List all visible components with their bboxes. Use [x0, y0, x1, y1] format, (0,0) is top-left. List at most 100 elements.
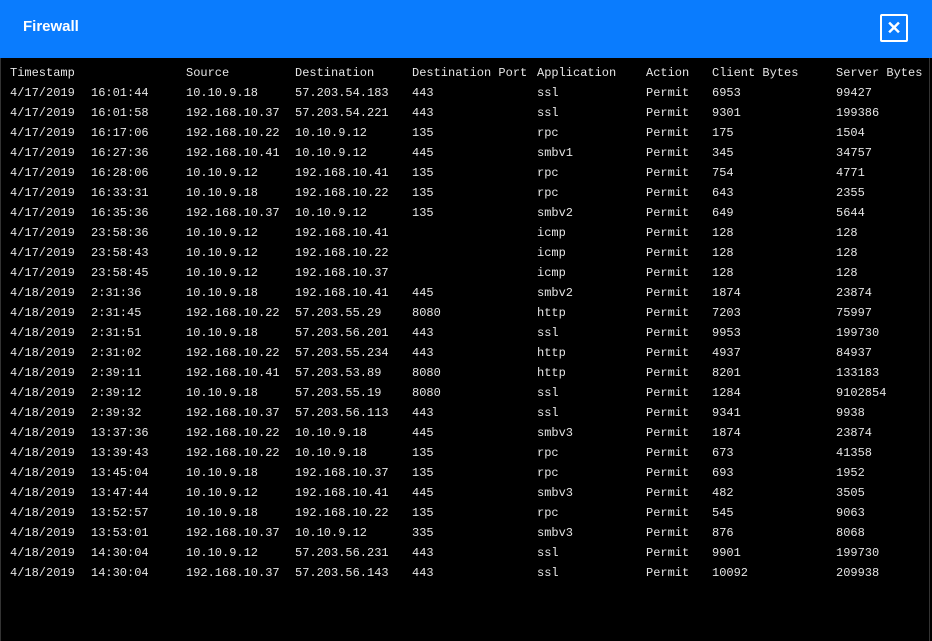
- cell-destination-port: 8080: [412, 386, 441, 400]
- cell-client-bytes: 9341: [712, 406, 741, 420]
- cell-application: smbv2: [537, 286, 574, 300]
- cell-client-bytes: 1874: [712, 286, 741, 300]
- header-application: Application: [537, 66, 617, 80]
- cell-server-bytes: 23874: [836, 426, 873, 440]
- cell-destination-port: 445: [412, 486, 434, 500]
- cell-client-bytes: 649: [712, 206, 734, 220]
- cell-timestamp-time: 2:31:45: [91, 306, 142, 320]
- cell-source: 192.168.10.41: [186, 366, 280, 380]
- cell-client-bytes: 7203: [712, 306, 741, 320]
- cell-source: 192.168.10.37: [186, 566, 280, 580]
- cell-destination-port: 135: [412, 186, 434, 200]
- cell-destination: 192.168.10.37: [295, 466, 389, 480]
- header-destination-port: Destination Port: [412, 66, 528, 80]
- cell-destination-port: 443: [412, 326, 434, 340]
- cell-timestamp-time: 16:17:06: [91, 126, 149, 140]
- cell-server-bytes: 9102854: [836, 386, 887, 400]
- cell-destination: 192.168.10.22: [295, 186, 389, 200]
- cell-server-bytes: 34757: [836, 146, 873, 160]
- table-row: 4/18/2019 13:47:44 10.10.9.12 192.168.10.41…: [1, 483, 932, 503]
- cell-destination: 192.168.10.22: [295, 506, 389, 520]
- cell-timestamp-date: 4/18/2019: [10, 426, 75, 440]
- cell-timestamp-time: 14:30:04: [91, 566, 149, 580]
- table-row: 4/18/2019 14:30:04 10.10.9.12 57.203.56.231…: [1, 543, 932, 563]
- cell-timestamp-date: 4/17/2019: [10, 266, 75, 280]
- cell-timestamp-date: 4/18/2019: [10, 446, 75, 460]
- cell-application: smbv3: [537, 486, 574, 500]
- cell-application: smbv3: [537, 526, 574, 540]
- cell-destination: 192.168.10.41: [295, 486, 389, 500]
- table-header: Timestamp Source Destination Destination Po…: [1, 63, 932, 83]
- cell-client-bytes: 6953: [712, 86, 741, 100]
- cell-timestamp-date: 4/17/2019: [10, 226, 75, 240]
- cell-timestamp-time: 2:31:36: [91, 286, 142, 300]
- table-row: 4/17/2019 23:58:43 10.10.9.12 192.168.10.22…: [1, 243, 932, 263]
- table-row: 4/17/2019 16:17:06 192.168.10.22 10.10.9.12…: [1, 123, 932, 143]
- cell-destination: 10.10.9.18: [295, 426, 368, 440]
- cell-destination: 10.10.9.12: [295, 146, 368, 160]
- cell-destination: 57.203.55.19: [295, 386, 382, 400]
- cell-client-bytes: 9301: [712, 106, 741, 120]
- cell-application: rpc: [537, 506, 559, 520]
- cell-server-bytes: 1952: [836, 466, 865, 480]
- header-client-bytes: Client Bytes: [712, 66, 799, 80]
- cell-destination: 57.203.56.201: [295, 326, 389, 340]
- cell-destination-port: 443: [412, 406, 434, 420]
- cell-application: smbv3: [537, 426, 574, 440]
- cell-source: 10.10.9.18: [186, 186, 259, 200]
- cell-action: Permit: [646, 266, 690, 280]
- close-button[interactable]: ✕: [880, 14, 908, 42]
- cell-timestamp-date: 4/17/2019: [10, 246, 75, 260]
- cell-action: Permit: [646, 346, 690, 360]
- cell-client-bytes: 345: [712, 146, 734, 160]
- cell-application: http: [537, 366, 566, 380]
- cell-destination: 57.203.55.234: [295, 346, 389, 360]
- table-row: 4/17/2019 23:58:45 10.10.9.12 192.168.10.37…: [1, 263, 932, 283]
- cell-timestamp-time: 2:39:11: [91, 366, 142, 380]
- cell-timestamp-time: 16:01:44: [91, 86, 149, 100]
- cell-destination: 57.203.56.113: [295, 406, 389, 420]
- cell-action: Permit: [646, 86, 690, 100]
- cell-server-bytes: 9938: [836, 406, 865, 420]
- cell-application: rpc: [537, 186, 559, 200]
- cell-destination: 57.203.53.89: [295, 366, 382, 380]
- cell-destination-port: 445: [412, 426, 434, 440]
- cell-application: ssl: [537, 106, 559, 120]
- cell-timestamp-time: 23:58:36: [91, 226, 149, 240]
- cell-source: 192.168.10.37: [186, 406, 280, 420]
- cell-source: 192.168.10.22: [186, 306, 280, 320]
- cell-timestamp-date: 4/18/2019: [10, 386, 75, 400]
- cell-server-bytes: 2355: [836, 186, 865, 200]
- cell-destination: 57.203.54.183: [295, 86, 389, 100]
- cell-source: 10.10.9.18: [186, 466, 259, 480]
- table-row: 4/17/2019 16:35:36 192.168.10.37 10.10.9.12…: [1, 203, 932, 223]
- cell-source: 10.10.9.12: [186, 226, 259, 240]
- table-row: 4/18/2019 13:45:04 10.10.9.18 192.168.10.37…: [1, 463, 932, 483]
- cell-application: ssl: [537, 326, 559, 340]
- cell-action: Permit: [646, 386, 690, 400]
- cell-destination: 192.168.10.41: [295, 286, 389, 300]
- cell-server-bytes: 199730: [836, 326, 880, 340]
- close-x-icon: ✕: [886, 18, 902, 38]
- cell-action: Permit: [646, 246, 690, 260]
- cell-destination: 57.203.56.143: [295, 566, 389, 580]
- cell-server-bytes: 199386: [836, 106, 880, 120]
- cell-action: Permit: [646, 506, 690, 520]
- cell-timestamp-time: 14:30:04: [91, 546, 149, 560]
- cell-application: ssl: [537, 86, 559, 100]
- cell-application: icmp: [537, 266, 566, 280]
- cell-destination-port: 8080: [412, 306, 441, 320]
- cell-destination-port: 443: [412, 106, 434, 120]
- cell-server-bytes: 99427: [836, 86, 873, 100]
- cell-destination: 10.10.9.18: [295, 446, 368, 460]
- cell-client-bytes: 175: [712, 126, 734, 140]
- cell-application: http: [537, 306, 566, 320]
- cell-source: 10.10.9.12: [186, 546, 259, 560]
- cell-action: Permit: [646, 486, 690, 500]
- cell-source: 192.168.10.22: [186, 426, 280, 440]
- firewall-log-table: Timestamp Source Destination Destination Po…: [0, 58, 930, 641]
- cell-source: 10.10.9.12: [186, 266, 259, 280]
- cell-destination-port: 135: [412, 166, 434, 180]
- cell-source: 10.10.9.18: [186, 386, 259, 400]
- cell-client-bytes: 1874: [712, 426, 741, 440]
